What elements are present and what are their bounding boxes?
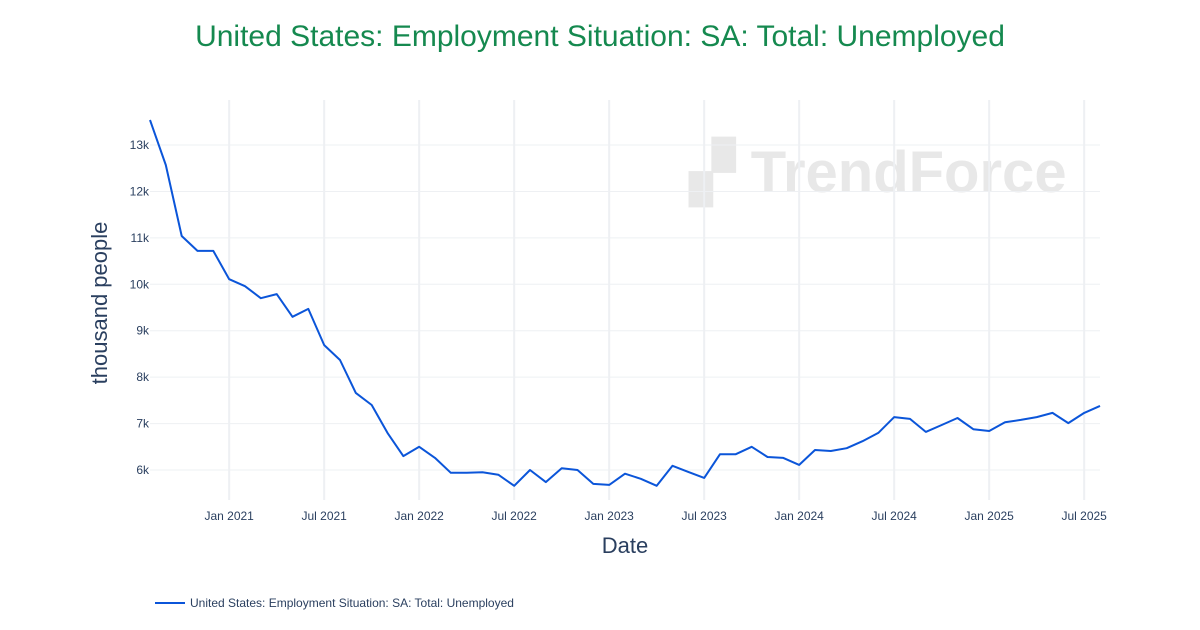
legend-item[interactable]: United States: Employment Situation: SA:… [155, 596, 514, 610]
y-tick-label: 11k [131, 231, 150, 245]
x-tick-label: Jan 2022 [394, 509, 444, 523]
x-tick-label: Jul 2024 [871, 509, 917, 523]
x-tick-label: Jan 2021 [204, 509, 254, 523]
x-axis-title: Date [602, 533, 648, 558]
legend-label: United States: Employment Situation: SA:… [190, 596, 514, 610]
watermark-logo: ▞ TrendForce [688, 137, 1067, 208]
y-tick-label: 12k [130, 184, 150, 198]
y-tick-label: 13k [130, 138, 150, 152]
x-tick-label: Jan 2023 [584, 509, 634, 523]
y-tick-label: 9k [136, 324, 150, 338]
x-tick-label: Jan 2025 [964, 509, 1014, 523]
y-tick-label: 6k [136, 463, 150, 477]
x-tick-label: Jul 2023 [681, 509, 727, 523]
x-axis-ticks: Jan 2021 Jul 2021 Jan 2022 Jul 2022 Jan 2023… [204, 509, 1107, 523]
gridlines [150, 100, 1100, 500]
x-tick-label: Jan 2024 [774, 509, 824, 523]
y-tick-label: 8k [136, 370, 150, 384]
x-tick-label: Jul 2025 [1061, 509, 1107, 523]
y-axis-title: thousand people [87, 222, 112, 385]
y-axis-ticks: 6k 7k 8k 9k 10k 11k 12k 13k [130, 138, 150, 477]
series-layer [149, 119, 1101, 487]
y-tick-label: 7k [136, 417, 150, 431]
y-tick-label: 10k [130, 277, 150, 291]
chart-title: United States: Employment Situation: SA:… [195, 20, 1005, 53]
x-tick-label: Jul 2021 [301, 509, 347, 523]
x-tick-label: Jul 2022 [491, 509, 537, 523]
legend-swatch [155, 602, 185, 604]
